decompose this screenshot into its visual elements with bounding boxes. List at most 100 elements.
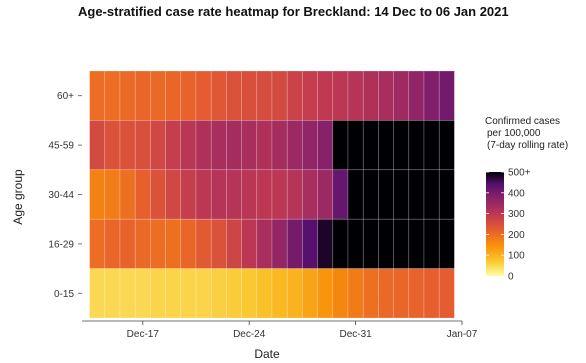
heatmap-cell — [302, 70, 318, 121]
heatmap-cell — [150, 169, 166, 220]
heatmap-cell — [438, 169, 455, 220]
heatmap-cell — [104, 70, 121, 121]
heatmap-cell — [423, 268, 440, 319]
heatmap-cell — [241, 169, 258, 220]
x-tick-label: Jan-07 — [447, 329, 478, 340]
heatmap-cell — [302, 268, 318, 319]
heatmap-cell — [104, 169, 121, 220]
heatmap-cell — [408, 70, 425, 121]
heatmap-cell — [286, 268, 303, 319]
legend-title-line-3: (7-day rolling rate) — [487, 140, 568, 151]
heatmap-cell — [165, 70, 182, 121]
heatmap-cell — [438, 218, 455, 269]
heatmap-cell — [317, 218, 334, 269]
x-axis-title: Date — [254, 347, 280, 361]
heatmap-cell — [119, 70, 136, 121]
heatmap-cell — [286, 169, 303, 220]
heatmap-cell — [256, 70, 273, 121]
heatmap-cell — [226, 169, 242, 220]
heatmap-cell — [393, 268, 410, 319]
x-tick-label: Dec-17 — [127, 329, 160, 340]
heatmap-cell — [226, 70, 242, 121]
heatmap-cell — [347, 169, 364, 220]
y-axis-tick-labels: 60+ 45-59 30-44 16-29 0-15 — [48, 91, 82, 300]
heatmap-cell — [210, 70, 227, 121]
heatmap-cell — [226, 218, 242, 269]
heatmap-cell — [226, 120, 242, 171]
colorbar-legend: Confirmed cases per 100,000 (7-day rolli… — [485, 116, 568, 283]
heatmap-cell — [302, 120, 318, 171]
heatmap-cell — [362, 218, 379, 269]
heatmap-cell — [241, 218, 258, 269]
heatmap-cell — [423, 70, 440, 121]
heatmap-cell — [286, 218, 303, 269]
heatmap-cell — [134, 169, 151, 220]
heatmap-cell — [180, 268, 197, 319]
heatmap-cell — [408, 169, 425, 220]
heatmap-cell — [332, 218, 349, 269]
y-tick-label: 30-44 — [48, 190, 74, 201]
heatmap-cell — [89, 120, 106, 171]
heatmap-cell — [165, 268, 182, 319]
colorbar — [486, 172, 504, 276]
heatmap-cell — [408, 218, 425, 269]
heatmap-cell — [104, 120, 121, 171]
heatmap-cell — [150, 218, 166, 269]
heatmap-cell — [256, 120, 273, 171]
heatmap-cell — [317, 120, 334, 171]
heatmap-cell — [393, 218, 410, 269]
heatmap-cell — [271, 70, 288, 121]
heatmap-cell — [408, 120, 425, 171]
x-tick-label: Dec-24 — [233, 329, 266, 340]
heatmap-cell — [362, 70, 379, 121]
heatmap-cell — [423, 218, 440, 269]
heatmap-cell — [408, 268, 425, 319]
heatmap-cell — [393, 120, 410, 171]
heatmap-cell — [378, 120, 394, 171]
heatmap-cell — [195, 169, 212, 220]
heatmap-cell — [180, 70, 197, 121]
heatmap-cell — [378, 268, 394, 319]
y-tick-label: 16-29 — [48, 239, 74, 250]
heatmap-cell — [438, 268, 455, 319]
heatmap-cell — [134, 120, 151, 171]
heatmap-cell — [134, 268, 151, 319]
heatmap-cell — [332, 70, 349, 121]
heatmap-cell — [317, 169, 334, 220]
heatmap-cell — [150, 120, 166, 171]
heatmap-cell — [423, 120, 440, 171]
heatmap-cell — [286, 120, 303, 171]
heatmap-cell — [119, 120, 136, 171]
colorbar-tick-label: 300 — [508, 209, 525, 220]
heatmap-cell — [150, 70, 166, 121]
heatmap-cell — [332, 268, 349, 319]
heatmap-cell — [210, 120, 227, 171]
heatmap-cell — [210, 218, 227, 269]
heatmap-cell — [104, 218, 121, 269]
heatmap-cell — [89, 268, 106, 319]
heatmap-cell — [256, 169, 273, 220]
heatmap-cell — [362, 268, 379, 319]
heatmap-cell — [362, 169, 379, 220]
heatmap-cell — [165, 169, 182, 220]
heatmap-cell — [378, 218, 394, 269]
heatmap-cell — [89, 169, 106, 220]
heatmap-cell — [165, 120, 182, 171]
heatmap-cell — [104, 268, 121, 319]
heatmap-cell — [180, 169, 197, 220]
chart-title: Age-stratified case rate heatmap for Bre… — [78, 4, 509, 19]
heatmap-cell — [332, 120, 349, 171]
heatmap-cell — [241, 120, 258, 171]
heatmap-cell — [332, 169, 349, 220]
heatmap-cell — [119, 268, 136, 319]
heatmap-cell — [210, 169, 227, 220]
heatmap-cell — [89, 70, 106, 121]
heatmap-cell — [134, 218, 151, 269]
legend-title-line-2: per 100,000 — [487, 128, 541, 139]
heatmap-cell — [180, 120, 197, 171]
heatmap-cell — [150, 268, 166, 319]
heatmap-cell — [241, 268, 258, 319]
colorbar-ticks: 0 100 200 300 400 500+ — [486, 168, 531, 283]
heatmap-cells — [89, 70, 455, 319]
